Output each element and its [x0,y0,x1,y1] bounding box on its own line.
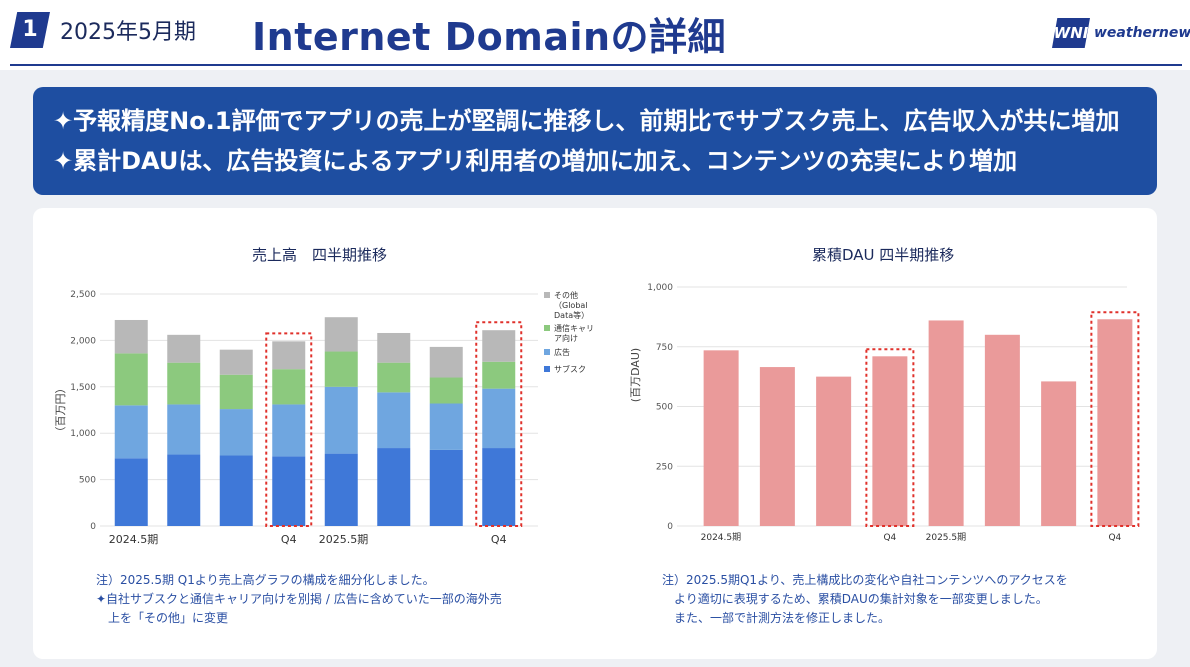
revenue-note-line: 上を「その他」に変更 [96,611,229,625]
dau-note-line: また、一部で計測方法を修正しました。 [662,611,891,625]
bar-segment [167,454,201,526]
bar-segment [429,449,463,526]
section-number-badge: 1 [10,12,50,48]
revenue-chart-title: 売上高 四半期推移 [252,246,388,264]
x-tick-label: Q4 [491,533,507,546]
y-tick-label: 1,000 [647,283,673,293]
bar [759,367,795,526]
legend-label: （Global [554,301,588,310]
header-bar [0,0,1190,70]
bar-segment [219,374,253,410]
dau-note: 注）2025.5期Q1より、売上構成比の変化や自社コンテンツへのアクセスを より… [662,571,1068,628]
revenue-note-line: ✦自社サブスクと通信キャリア向けを別掲 / 広告に含めていた一部の海外売 [96,592,502,606]
y-tick-label: 500 [656,403,673,413]
revenue-note: 注）2025.5期 Q1より売上高グラフの構成を細分化しました。 ✦自社サブスク… [96,571,502,628]
y-tick-label: 500 [79,476,96,486]
bar [1097,319,1133,526]
bar [872,356,908,526]
dau-note-line: 注）2025.5期Q1より、売上構成比の変化や自社コンテンツへのアクセスを [662,573,1068,587]
x-tick-label: 2024.5期 [109,533,159,546]
x-tick-label: Q4 [1108,533,1121,543]
bar-segment [324,453,358,526]
y-tick-label: 750 [656,343,673,353]
bar-segment [219,349,253,375]
x-tick-label: 2024.5期 [701,532,742,543]
bar-segment [324,317,358,352]
legend-label: サブスク [554,364,586,374]
bar-segment [167,362,201,405]
bar-segment [482,330,516,362]
y-tick-label: 1,000 [70,429,96,439]
highlight-box [475,321,523,527]
bar-segment [429,346,463,378]
legend-swatch [544,325,550,331]
bar-segment [482,448,516,526]
bar-segment [377,448,411,526]
wni-logo-mark: WNI [1052,18,1090,48]
legend-label: その他 [554,290,578,300]
bar-segment [429,377,463,404]
bar-segment [272,456,306,526]
bar [1041,381,1077,526]
y-axis-label: （百万円） [54,383,67,438]
legend-label: 通信キャリ [554,323,594,333]
bar-segment [429,403,463,450]
bar-segment [272,341,306,370]
revenue-chart: 0 500 1,000 1,500 2,000 2,500 （百万円） 2024.5期 Q4 20… [54,290,594,546]
bar-segment [377,362,411,393]
bar-segment [219,455,253,526]
y-tick-label: 1,500 [70,383,96,393]
logo-wordmark: weathernews [1094,25,1190,41]
legend-swatch [544,292,550,298]
y-tick-label: 2,500 [70,290,96,300]
bar-segment [114,353,148,406]
legend-label: ア向け [554,333,578,343]
bar-segment [324,386,358,454]
highlight-line-1: ✦予報精度No.1評価でアプリの売上が堅調に推移し、前期比でサブスク売上、広告収… [53,107,1120,135]
legend-swatch [544,366,550,372]
bar-segment [219,409,253,456]
highlight-box [865,348,915,527]
dau-chart: 0 250 500 750 1,000 (百万DAU) 2024.5期 Q4 2025.5期 Q4 [629,283,1140,543]
x-tick-label: 2025.5期 [926,532,967,543]
bar-segment [114,405,148,459]
bar [703,350,739,526]
y-tick-label: 2,000 [70,336,96,346]
bar [928,320,964,526]
bar-segment [377,392,411,449]
bar [984,334,1020,526]
bar-segment [272,404,306,457]
x-tick-label: Q4 [883,533,896,543]
bar-segment [482,361,516,389]
highlight-box [265,332,313,527]
bar-segment [324,351,358,387]
bar [816,376,852,526]
y-axis-label: (百万DAU) [629,348,642,402]
bar-segment [482,388,516,449]
x-tick-label: 2025.5期 [319,533,369,546]
legend-label: 広告 [554,347,570,357]
highlights-banner: ✦予報精度No.1評価でアプリの売上が堅調に推移し、前期比でサブスク売上、広告収… [33,87,1157,195]
y-tick-label: 0 [667,522,673,532]
fiscal-period: 2025年5月期 [60,20,196,45]
dau-chart-title: 累積DAU 四半期推移 [812,246,955,264]
bar-segment [114,319,148,354]
bar-segment [167,334,201,363]
bar-segment [272,369,306,405]
bar-segment [114,458,148,526]
header-divider [10,64,1182,66]
revenue-note-line: 注）2025.5期 Q1より売上高グラフの構成を細分化しました。 [96,573,435,587]
highlight-box [1090,311,1140,527]
x-tick-label: Q4 [281,533,297,546]
legend-swatch [544,349,550,355]
bar-segment [377,332,411,363]
dau-note-line: より適切に表現するため、累積DAUの集計対象を一部変更しました。 [662,592,1048,606]
highlight-line-2: ✦累計DAUは、広告投資によるアプリ利用者の増加に加え、コンテンツの充実により増… [53,147,1018,175]
bar-segment [167,404,201,455]
weathernews-logo: WNI weathernews [1052,18,1190,52]
legend-label: Data等） [554,310,589,320]
y-tick-label: 0 [90,522,96,532]
y-tick-label: 250 [656,462,673,472]
page-title: Internet Domainの詳細 [252,15,727,59]
